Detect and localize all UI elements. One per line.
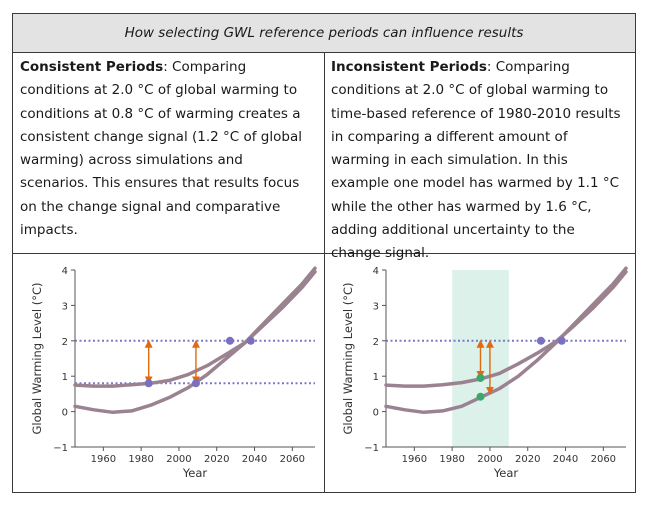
gwl-crossing-point	[476, 373, 485, 382]
gwl-crossing-point	[225, 336, 234, 345]
y-tick-label: 0	[62, 408, 68, 419]
y-axis-label: Global Warming Level (°C)	[30, 283, 44, 435]
x-tick-label: 2000	[166, 454, 191, 465]
x-tick-label: 2040	[553, 454, 578, 465]
y-tick-label: −1	[364, 443, 379, 454]
warming-series-line	[384, 266, 628, 415]
table-title: How selecting GWL reference periods can …	[13, 14, 635, 53]
gwl-crossing-point	[246, 336, 255, 345]
y-tick-label: 1	[62, 372, 68, 383]
x-tick-label: 2060	[280, 454, 305, 465]
y-tick-label: 4	[62, 266, 68, 277]
warming-series-line	[384, 270, 628, 388]
x-tick-label: 1980	[439, 454, 464, 465]
gwl-crossing-point	[476, 392, 485, 401]
x-tick-label: 2020	[204, 454, 229, 465]
gwl-crossing-point	[557, 336, 566, 345]
inconsistent-heading: Inconsistent Periods	[331, 59, 487, 75]
warming-series-line	[73, 270, 317, 388]
y-tick-label: 3	[62, 301, 68, 312]
consistent-heading: Consistent Periods	[20, 59, 164, 75]
gwl-crossing-point	[191, 379, 200, 388]
x-tick-label: 1960	[402, 454, 427, 465]
x-axis-label: Year	[493, 466, 519, 480]
inconsistent-periods-chart: −1 0 1 2 3 4 1960 1980 2000 2020 2040 2060 Year Globa…	[341, 266, 628, 480]
consistent-periods-text: Consistent Periods: Comparing conditions…	[20, 56, 312, 242]
inconsistent-body: : Comparing conditions at 2.0 °C of glob…	[331, 59, 621, 262]
y-tick-label: 0	[373, 408, 379, 419]
comparison-table: How selecting GWL reference periods can …	[12, 13, 636, 493]
y-tick-label: 1	[373, 372, 379, 383]
y-tick-label: −1	[53, 443, 68, 454]
consistent-body: : Comparing conditions at 2.0 °C of glob…	[20, 59, 302, 239]
y-tick-label: 2	[373, 337, 379, 348]
x-axis-label: Year	[182, 466, 208, 480]
column-divider	[324, 52, 325, 492]
gwl-crossing-point	[144, 379, 153, 388]
y-tick-label: 3	[373, 301, 379, 312]
gwl-crossing-point	[536, 336, 545, 345]
row-divider	[13, 253, 635, 254]
x-tick-label: 2020	[515, 454, 540, 465]
x-tick-label: 2040	[242, 454, 267, 465]
y-axis-label: Global Warming Level (°C)	[341, 283, 355, 435]
y-tick-label: 4	[373, 266, 379, 277]
x-tick-label: 2000	[477, 454, 502, 465]
x-tick-label: 1960	[91, 454, 116, 465]
inconsistent-periods-text: Inconsistent Periods: Comparing conditio…	[331, 56, 623, 266]
y-tick-label: 2	[62, 337, 68, 348]
x-tick-label: 2060	[591, 454, 616, 465]
consistent-periods-chart: −1 0 1 2 3 4 1960 1980 2000 2020 2040 2060 Year Globa…	[30, 266, 317, 480]
x-tick-label: 1980	[128, 454, 153, 465]
